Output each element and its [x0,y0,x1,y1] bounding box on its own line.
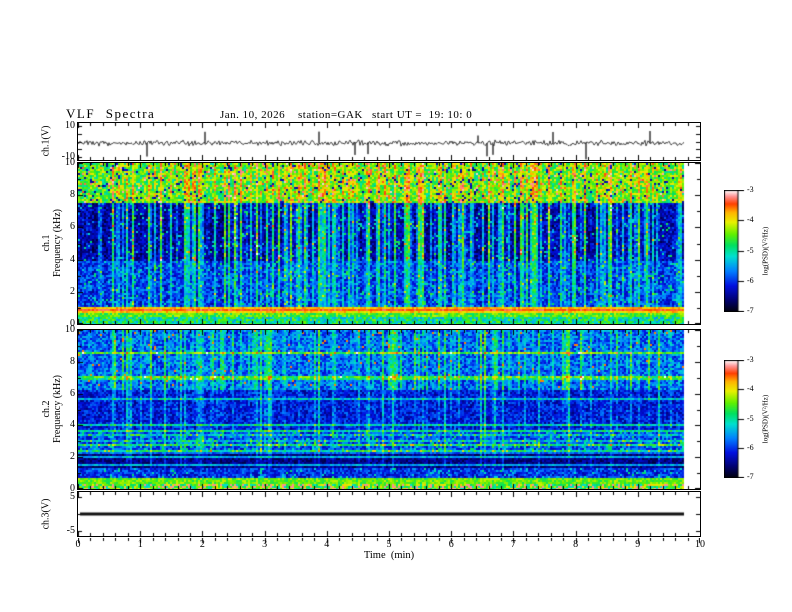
ch1f-tick-label-0: 0 [70,318,75,329]
colorbar2-tick-label--6: -6 [747,442,754,452]
colorbar2-psd-label: log(PSD)(V²/Hz) [761,394,770,444]
date-label: Jan. 10, 2026 [220,109,286,121]
station-label: station=GAK [298,109,363,121]
colorbar2-tick-label--3: -3 [747,355,754,364]
colorbar2-tick-label--7: -7 [747,472,754,481]
colorbar1-psd-label: log(PSD)(V²/Hz) [761,226,770,276]
ch2f-tick-label-0: 0 [70,483,75,494]
colorbar1-tick-label--7: -7 [747,306,754,315]
ch1f-tick-label-2: 2 [70,285,75,297]
ch1f-tick-label-10: 10 [65,157,75,168]
ch2-axis-label-line1: ch.2 [41,400,52,418]
ch1-waveform-plot [77,122,701,161]
colorbar1-tick-label--5: -5 [747,245,754,255]
colorbar-ch1 [724,190,746,312]
ch2-frequency-axis-label: ch.2 Frequency (kHz) [41,375,63,443]
ch1-frequency-axis-label: ch.1 Frequency (kHz) [41,209,63,277]
ch2f-tick-label-8: 8 [70,355,75,367]
ch2-axis-label-line2: Frequency (kHz) [52,374,63,444]
ch2f-tick-label-2: 2 [70,451,75,463]
ch1-voltage-axis-label: ch.1(V) [40,125,52,157]
ch1-axis-label-line2: Frequency (kHz) [52,208,63,278]
colorbar1-tick-label--3: -3 [747,185,754,194]
colorbar2-tick-label--5: -5 [747,413,754,423]
ch1-spectrogram-plot [77,162,701,325]
ch1f-tick-label-8: 8 [70,189,75,201]
time-axis-outer-ticks [78,538,700,545]
ch2-spectrogram-plot [77,329,701,490]
ch1-axis-label-line1: ch.1 [41,234,52,252]
ch3-voltage-axis-label: ch.3(V) [40,498,52,530]
colorbar1-tick-label--6: -6 [747,275,754,285]
time-axis-title: Time (min) [363,550,415,561]
start-ut-label: start UT = 19: 10: 0 [372,109,473,121]
colorbar1-tick-label--4: -4 [747,215,754,225]
colorbar2-tick-label--4: -4 [747,384,754,394]
ch3-waveform-plot [77,491,701,537]
colorbar-ch2 [724,360,746,478]
figure-title: VLF Spectra [66,106,156,121]
ch2f-tick-label-10: 10 [65,324,75,335]
